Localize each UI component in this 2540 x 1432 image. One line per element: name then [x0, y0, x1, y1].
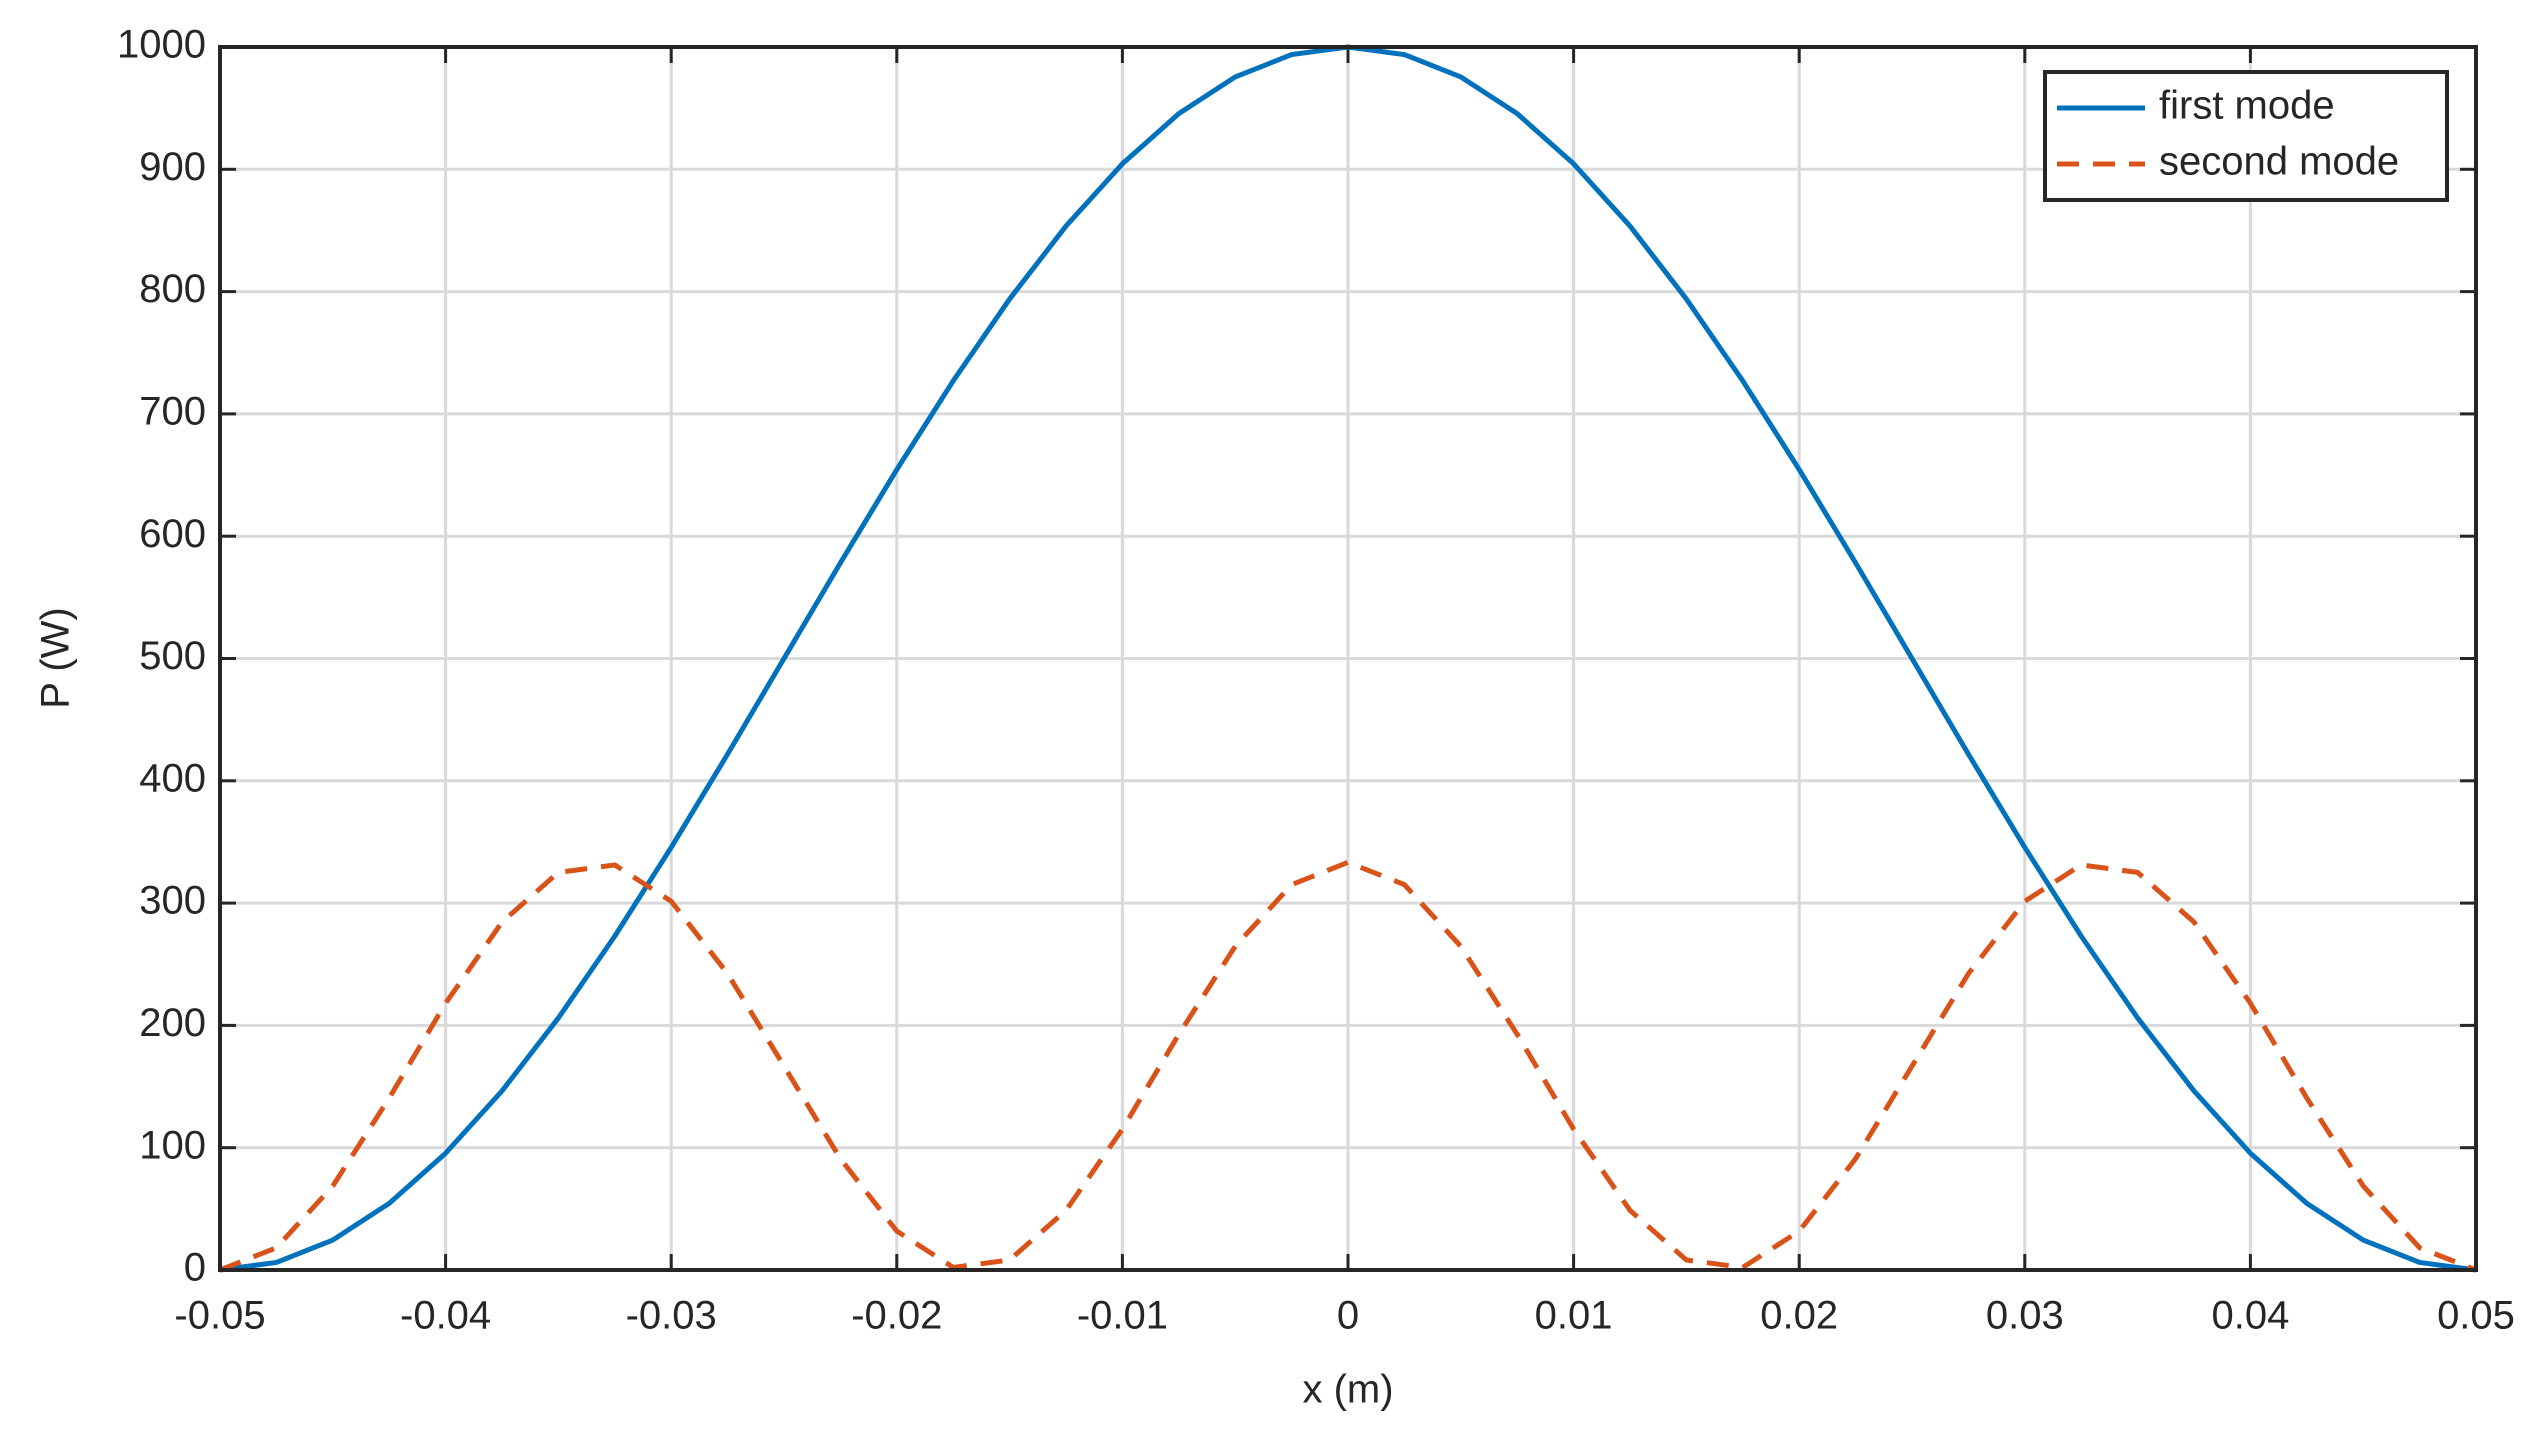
y-tick-label: 100 [139, 1123, 206, 1167]
x-axis-label: x (m) [1302, 1368, 1393, 1412]
x-tick-label: -0.05 [174, 1294, 265, 1338]
x-tick-label: 0.02 [1760, 1294, 1838, 1338]
y-tick-label: 500 [139, 634, 206, 678]
x-tick-label: -0.02 [851, 1294, 942, 1338]
x-tick-label: 0.04 [2211, 1294, 2289, 1338]
x-tick-label: 0.01 [1535, 1294, 1613, 1338]
plot-frame [218, 45, 2478, 1272]
legend-label: second mode [2159, 140, 2399, 184]
y-axis-label: P (W) [34, 607, 78, 708]
y-tick-label: 700 [139, 389, 206, 433]
x-tick-label: -0.03 [626, 1294, 717, 1338]
legend-label: first mode [2159, 84, 2335, 128]
y-tick-label: 1000 [117, 23, 206, 67]
x-tick-label: -0.01 [1077, 1294, 1168, 1338]
y-tick-label: 800 [139, 267, 206, 311]
legend-box [2043, 70, 2449, 202]
y-tick-label: 200 [139, 1001, 206, 1045]
data-line [219, 859, 2477, 1273]
x-tick-label: 0 [1337, 1294, 1359, 1338]
y-tick-label: 600 [139, 512, 206, 556]
y-tick-label: 900 [139, 145, 206, 189]
y-tick-label: 400 [139, 756, 206, 800]
x-tick-label: -0.04 [400, 1294, 491, 1338]
x-tick-label: 0.03 [1986, 1294, 2064, 1338]
y-tick-label: 0 [184, 1246, 206, 1290]
y-tick-label: 300 [139, 879, 206, 923]
x-tick-label: 0.05 [2437, 1294, 2515, 1338]
